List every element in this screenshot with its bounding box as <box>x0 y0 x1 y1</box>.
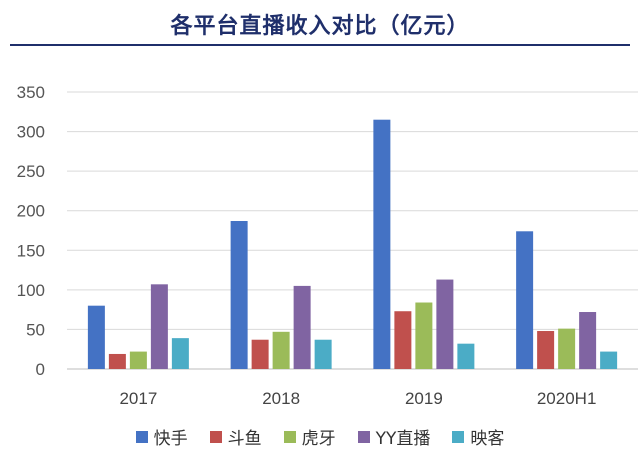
legend-item: 斗鱼 <box>209 424 262 449</box>
x-tick-label: 2019 <box>405 389 443 408</box>
bar-2018-0 <box>230 221 248 369</box>
chart-title: 各平台直播收入对比（亿元） <box>170 14 470 39</box>
legend-label: YY直播 <box>375 429 431 449</box>
legend-item: YY直播 <box>357 424 431 449</box>
bar-2017-0 <box>87 305 105 369</box>
bar-2020h1-3 <box>579 312 597 369</box>
y-tick-label: 350 <box>17 83 45 102</box>
x-tick-label: 2018 <box>262 389 300 408</box>
legend-swatch <box>283 430 296 443</box>
y-tick-label: 250 <box>17 162 45 181</box>
bar-chart: 0 50 100 150 200 250 300 350 2017 2018 2019 2020H1 <box>17 83 638 408</box>
legend-swatch <box>452 430 465 443</box>
legend-label: 映客 <box>470 429 505 449</box>
legend-label: 斗鱼 <box>227 429 262 449</box>
y-tick-label: 0 <box>36 360 45 379</box>
legend-swatch <box>357 430 370 443</box>
bar-2019-4 <box>457 343 475 369</box>
legend-label: 虎牙 <box>301 429 336 449</box>
bar-2017-2 <box>129 351 147 369</box>
bar-2019-0 <box>373 119 391 369</box>
legend-swatch <box>209 430 222 443</box>
legend-swatch <box>135 430 148 443</box>
legend-item: 虎牙 <box>283 424 336 449</box>
bar-2019-3 <box>436 279 454 369</box>
bar-2020h1-4 <box>600 351 618 369</box>
bar-2020h1-0 <box>516 231 534 369</box>
bar-2019-2 <box>415 302 433 369</box>
legend-item: 快手 <box>135 424 188 449</box>
y-tick-label: 50 <box>26 320 45 339</box>
bar-2018-1 <box>251 339 269 369</box>
legend-item: 映客 <box>452 424 504 449</box>
bar-2020h1-2 <box>558 328 576 369</box>
y-tick-label: 150 <box>17 241 45 260</box>
title-underline <box>10 44 630 46</box>
bar-2017-3 <box>150 284 168 369</box>
bar-2018-2 <box>272 331 290 369</box>
bar-2019-1 <box>394 311 412 369</box>
y-tick-label: 100 <box>17 281 45 300</box>
bar-2018-3 <box>293 285 311 369</box>
legend: 快手 斗鱼 虎牙 YY直播 映客 <box>0 424 640 449</box>
bar-2020h1-1 <box>537 331 555 369</box>
legend-label: 快手 <box>153 429 188 449</box>
bar-2018-4 <box>314 339 332 369</box>
x-tick-label: 2020H1 <box>537 389 597 408</box>
y-tick-label: 200 <box>17 202 45 221</box>
bar-2017-4 <box>171 338 189 369</box>
x-tick-label: 2017 <box>119 389 157 408</box>
bar-2017-1 <box>108 353 126 369</box>
y-tick-label: 300 <box>17 123 45 142</box>
